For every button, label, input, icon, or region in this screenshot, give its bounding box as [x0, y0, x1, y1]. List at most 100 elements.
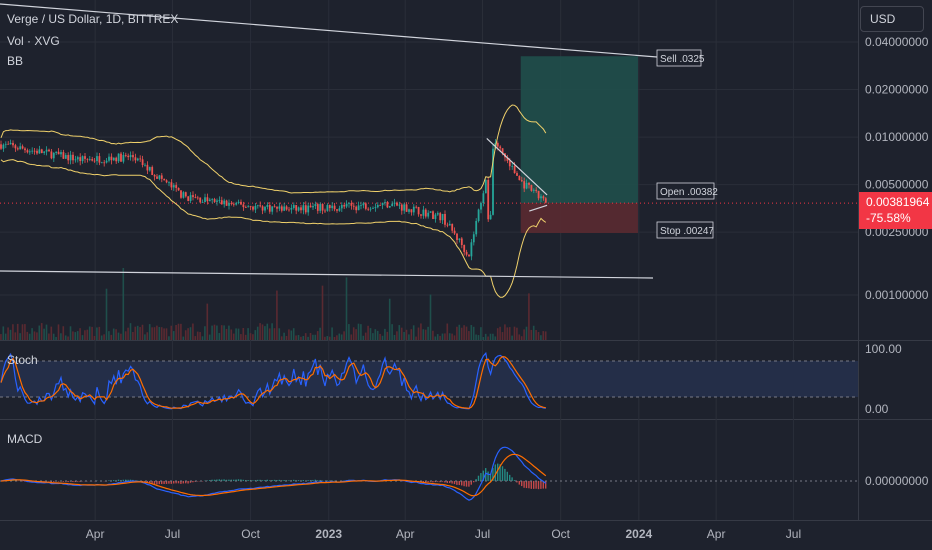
- volume-bar: [247, 328, 249, 340]
- volume-bar: [427, 326, 429, 340]
- trend-lines[interactable]: [0, 3, 658, 279]
- macd-histogram-bar: [545, 481, 547, 489]
- volume-bar: [146, 332, 149, 340]
- candle-body: [482, 193, 485, 204]
- volume-bar: [64, 335, 67, 340]
- candle-body: [261, 206, 264, 211]
- macd-histogram-bar: [278, 479, 280, 481]
- candle-body: [405, 204, 408, 212]
- candle-body: [355, 206, 358, 211]
- candle-body: [523, 181, 526, 189]
- volume-bar: [369, 328, 372, 340]
- macd-histogram-bar: [223, 479, 225, 481]
- volume-bar: [410, 329, 413, 340]
- volume-bar: [345, 277, 348, 340]
- volume-bar: [79, 328, 81, 340]
- candle-body: [57, 151, 60, 155]
- last-price-value: 0.00381964: [866, 195, 930, 209]
- volume-bar: [19, 333, 21, 340]
- volume-bar: [302, 335, 305, 340]
- volume-bar: [96, 327, 98, 340]
- macd-histogram-bar: [470, 481, 472, 485]
- macd-histogram-bar: [221, 479, 223, 481]
- macd-series: [0, 446, 858, 501]
- macd-histogram-bar: [264, 480, 266, 481]
- candle-body: [74, 159, 77, 161]
- candle-body: [86, 158, 89, 160]
- candle-body: [124, 155, 127, 156]
- candle-body: [218, 200, 221, 202]
- macd-histogram-bar: [235, 479, 237, 481]
- macd-histogram-bar: [283, 479, 285, 481]
- candle-body: [307, 205, 310, 213]
- macd-histogram-bar: [163, 481, 165, 484]
- volume-bar: [506, 327, 509, 340]
- volume-bar: [271, 323, 273, 340]
- macd-histogram-bar: [456, 481, 458, 485]
- volume-bar: [451, 333, 453, 340]
- macd-histogram-bar: [501, 466, 504, 481]
- macd-histogram-bar: [441, 481, 444, 482]
- macd-histogram-bar: [67, 481, 69, 483]
- candle-body: [146, 164, 149, 171]
- volume-bar: [336, 335, 338, 340]
- candle-body: [314, 204, 317, 206]
- position-zones: [0, 56, 858, 233]
- macd-histogram-bar: [425, 481, 427, 483]
- volume-bar: [316, 331, 319, 340]
- candle-body: [446, 224, 449, 226]
- volume-bar: [489, 333, 492, 340]
- candle-body: [513, 165, 516, 174]
- candle-body: [189, 195, 192, 201]
- volume-bar: [235, 328, 237, 340]
- candle-body: [544, 198, 547, 203]
- volume-bar: [532, 325, 535, 340]
- volume-bar: [208, 334, 211, 340]
- candle-body: [391, 203, 394, 207]
- macd-histogram-bar: [161, 481, 163, 485]
- price-axis[interactable]: 0.04000000 0.02000000 0.01000000 0.00500000…: [865, 35, 929, 302]
- candle-body: [88, 159, 91, 160]
- macd-histogram-bar: [297, 480, 300, 481]
- time-axis[interactable]: Apr Jul Oct 2023 Apr Jul Oct 2024 Apr Jul: [86, 527, 801, 541]
- candle-body: [256, 205, 259, 207]
- macd-histogram-bar: [468, 481, 470, 487]
- volume-bar: [398, 325, 401, 340]
- macd-histogram-bar: [319, 479, 321, 481]
- volume-bar: [477, 335, 480, 340]
- candle-body: [158, 175, 161, 179]
- price-pane[interactable]: [0, 0, 858, 340]
- volume-bar: [81, 335, 84, 340]
- candle-body: [285, 206, 288, 210]
- currency-button[interactable]: USD: [860, 6, 924, 32]
- volume-bar: [86, 329, 89, 340]
- volume-bars: [0, 267, 547, 340]
- candle-body: [484, 179, 487, 194]
- volume-bar: [364, 332, 367, 340]
- candle-body: [499, 146, 502, 149]
- macd-histogram-bar: [540, 481, 542, 489]
- candle-body: [451, 223, 454, 231]
- volume-bar: [177, 323, 180, 340]
- candle-body: [127, 155, 130, 158]
- volume-bar: [7, 327, 9, 340]
- macd-histogram-bar: [113, 480, 115, 481]
- volume-bar: [328, 336, 331, 340]
- volume-bar: [160, 327, 163, 340]
- volume-bar: [319, 327, 321, 340]
- volume-bar: [540, 335, 542, 340]
- candle-body: [518, 175, 521, 181]
- candle-body: [345, 203, 348, 207]
- volume-bar: [74, 332, 77, 340]
- candle-body: [165, 180, 168, 183]
- macd-histogram-bar: [141, 481, 144, 482]
- candle-body: [312, 205, 314, 208]
- candle-body: [9, 142, 12, 145]
- stop-label: Stop .00247: [660, 226, 714, 237]
- candle-body: [141, 159, 144, 166]
- macd-histogram-bar: [252, 480, 254, 481]
- macd-histogram-bar: [129, 479, 132, 481]
- volume-bar: [165, 328, 168, 340]
- candle-body: [216, 200, 218, 202]
